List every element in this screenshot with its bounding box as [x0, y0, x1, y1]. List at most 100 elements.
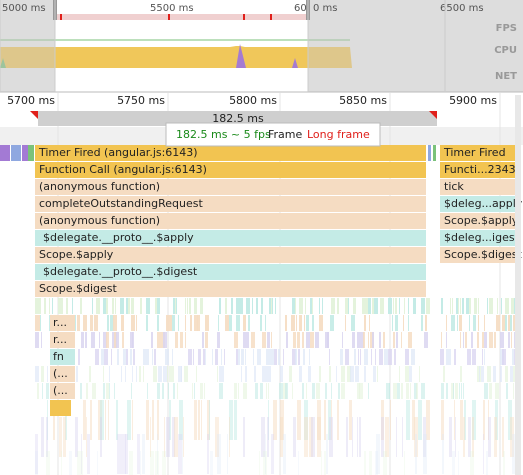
- flame-slice: [182, 434, 183, 474]
- flame-slice: [469, 315, 470, 331]
- flame-slice: [109, 383, 110, 399]
- flame-slice: [459, 315, 462, 331]
- flame-slice: [106, 383, 109, 399]
- flame-slice: [121, 315, 124, 331]
- flame-label: Function Call (angular.js:6143): [39, 163, 207, 176]
- flame-slice: [198, 349, 201, 365]
- flame-slice: [361, 332, 364, 348]
- flame-slice: [421, 383, 425, 399]
- flame-slice: [443, 366, 445, 382]
- flame-slice: [183, 417, 184, 457]
- flame-slice: [381, 400, 384, 440]
- flame-slice: [317, 400, 319, 440]
- flame-bar: [440, 196, 515, 212]
- flame-slice: [421, 315, 423, 331]
- flame-slice: [157, 400, 159, 440]
- flame-slice: [355, 366, 359, 382]
- flame-slice: [35, 366, 39, 382]
- flame-slice: [35, 451, 38, 475]
- flame-slice: [218, 315, 219, 331]
- flame-slice: [455, 417, 456, 457]
- flame-slice: [41, 417, 44, 457]
- flame-slice: [46, 451, 50, 475]
- flame-slice: [243, 315, 246, 331]
- flame-label: $delegate.__proto__.$apply: [43, 231, 194, 244]
- flame-slice: [388, 349, 392, 365]
- flame-slice: [131, 315, 135, 331]
- flame-slice: [76, 366, 78, 382]
- flame-slice: [90, 315, 93, 331]
- flame-slice: [205, 349, 206, 365]
- flame-slice: [331, 383, 332, 399]
- flame-slice: [117, 349, 119, 365]
- flame-slice: [478, 315, 479, 331]
- flame-slice: [77, 451, 81, 475]
- flame-slice: [166, 315, 168, 331]
- flame-slice: [490, 417, 491, 457]
- flame-bar: [440, 213, 515, 229]
- flame-slice: [210, 451, 213, 475]
- frame-bar[interactable]: [38, 111, 437, 126]
- overview-ruler-label: 0 ms: [313, 3, 338, 14]
- flame-slice: [120, 298, 124, 314]
- flame-bar: [440, 162, 515, 178]
- flame-slice: [352, 332, 355, 348]
- flame-slice: [157, 434, 158, 474]
- flame-slice: [357, 332, 361, 348]
- flame-slice: [217, 434, 221, 474]
- long-frame-tick: [270, 14, 272, 20]
- flame-slice: [514, 349, 515, 365]
- flame-slice: [295, 349, 297, 365]
- scrollbar[interactable]: [515, 95, 521, 475]
- flame-slice: [302, 332, 304, 348]
- flame-slice: [460, 298, 461, 314]
- flame-slice: [153, 366, 157, 382]
- flame-slice: [264, 366, 267, 382]
- flame-slice: [188, 349, 192, 365]
- flame-slice: [304, 417, 308, 457]
- flame-slice: [90, 400, 92, 440]
- flame-slice: [261, 417, 265, 457]
- flame-slice: [482, 349, 483, 365]
- flame-slice: [309, 417, 313, 457]
- flame-slice: [441, 400, 444, 440]
- flame-slice: [359, 417, 361, 457]
- ruler-label: 5700 ms: [7, 94, 55, 107]
- flame-slice: [202, 332, 204, 348]
- flame-slice: [513, 315, 515, 331]
- flame-slice: [205, 332, 208, 348]
- flame-slice: [137, 434, 140, 474]
- flame-label: Scope.$digest: [444, 248, 523, 261]
- flame-slice: [107, 349, 108, 365]
- flame-slice: [337, 400, 339, 440]
- flame-slice: [319, 400, 321, 440]
- flame-slice: [94, 315, 98, 331]
- flame-slice: [83, 400, 86, 440]
- flame-label: (...: [53, 367, 68, 380]
- flame-slice: [121, 366, 122, 382]
- flame-slice: [42, 383, 43, 399]
- flame-slice: [382, 298, 384, 314]
- flame-slice: [458, 298, 459, 314]
- flame-slice: [234, 400, 237, 440]
- flame-slice: [513, 383, 514, 399]
- flame-slice: [219, 383, 223, 399]
- flame-slice: [351, 315, 355, 331]
- flame-slice: [399, 366, 400, 382]
- flame-slice: [310, 332, 314, 348]
- flame-slice: [245, 366, 247, 382]
- flame-slice: [280, 417, 283, 457]
- flame-slice: [358, 349, 359, 365]
- flame-slice: [496, 315, 500, 331]
- flame-slice: [469, 298, 471, 314]
- flame-slice: [143, 349, 145, 365]
- flame-slice: [450, 298, 451, 314]
- flame-slice: [236, 315, 239, 331]
- flame-slice: [123, 349, 126, 365]
- flame-slice: [501, 298, 502, 314]
- flame-slice: [389, 383, 390, 399]
- flame-slice: [406, 400, 410, 440]
- flame-slice: [505, 298, 509, 314]
- flame-slice: [508, 400, 512, 440]
- flame-bar: [50, 366, 75, 382]
